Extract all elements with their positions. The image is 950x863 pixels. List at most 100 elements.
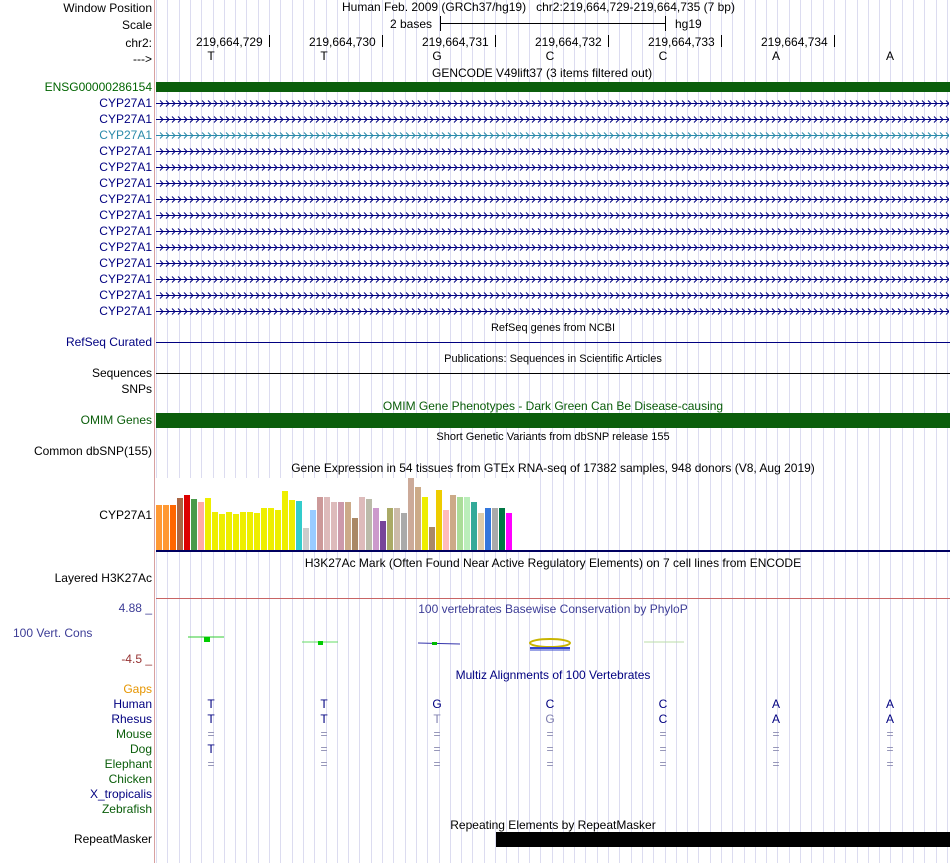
species-label[interactable]: Elephant [104,757,152,771]
transcript-strand[interactable] [156,274,949,285]
species-label[interactable]: Human [113,697,152,711]
gtex-tissue-bar[interactable] [464,497,470,550]
transcript-strand[interactable] [156,114,949,125]
gtex-tissue-bar[interactable] [338,502,344,550]
transcript-label[interactable]: CYP27A1 [99,256,152,270]
gtex-tissue-bar[interactable] [422,497,428,550]
gtex-tissue-bar[interactable] [387,508,393,550]
transcript-strand[interactable] [156,130,949,141]
transcript-label[interactable]: CYP27A1 [99,144,152,158]
transcript-strand[interactable] [156,242,949,253]
transcript-strand[interactable] [156,194,949,205]
species-label[interactable]: Zebrafish [101,802,152,816]
repeat-element-bar[interactable] [496,832,950,847]
transcript-label[interactable]: CYP27A1 [99,160,152,174]
gtex-tissue-bar[interactable] [443,510,449,550]
transcript-strand[interactable] [156,98,949,109]
gaps-label[interactable]: Gaps [123,682,152,696]
transcript-strand[interactable] [156,306,949,317]
transcript-label[interactable]: CYP27A1 [99,128,152,142]
dbsnp-label[interactable]: Common dbSNP(155) [33,444,152,458]
gtex-tissue-bar[interactable] [289,500,295,550]
gtex-tissue-bar[interactable] [170,505,176,550]
gtex-tissue-bar[interactable] [240,512,246,550]
transcript-strand[interactable] [156,290,949,301]
transcript-label[interactable]: CYP27A1 [99,304,152,318]
transcript-label[interactable]: CYP27A1 [99,272,152,286]
gtex-tissue-bar[interactable] [282,491,288,550]
transcript-strand[interactable] [156,226,949,237]
transcript-label[interactable]: CYP27A1 [99,208,152,222]
gtex-tissue-bar[interactable] [163,505,169,550]
gtex-tissue-bar[interactable] [366,499,372,550]
gtex-tissue-bar[interactable] [324,497,330,550]
gencode-gene-id[interactable]: ENSG00000286154 [44,80,152,94]
transcript-strand[interactable] [156,210,949,221]
transcript-label[interactable]: CYP27A1 [99,288,152,302]
gtex-tissue-bar[interactable] [177,498,183,550]
conservation-plot[interactable] [156,630,950,654]
transcript-strand[interactable] [156,146,949,157]
gtex-tissue-bar[interactable] [296,501,302,550]
species-label[interactable]: Chicken [108,772,152,786]
gtex-tissue-bar[interactable] [394,508,400,550]
gtex-tissue-bar[interactable] [219,514,225,550]
gtex-tissue-bar[interactable] [380,521,386,550]
gtex-tissue-bar[interactable] [191,499,197,550]
gtex-bar-chart[interactable] [156,478,536,550]
gtex-tissue-bar[interactable] [310,510,316,550]
transcript-label[interactable]: CYP27A1 [99,176,152,190]
gtex-tissue-bar[interactable] [415,487,421,550]
gtex-tissue-bar[interactable] [429,527,435,550]
gtex-tissue-bar[interactable] [478,513,484,550]
gtex-tissue-bar[interactable] [198,502,204,550]
gtex-tissue-bar[interactable] [373,508,379,550]
gtex-tissue-bar[interactable] [275,510,281,550]
gtex-tissue-bar[interactable] [499,508,505,550]
gtex-tissue-bar[interactable] [261,508,267,550]
transcript-label[interactable]: CYP27A1 [99,240,152,254]
gtex-tissue-bar[interactable] [471,502,477,550]
gtex-tissue-bar[interactable] [401,513,407,550]
species-label[interactable]: Rhesus [111,712,152,726]
gtex-tissue-bar[interactable] [226,512,232,550]
gtex-tissue-bar[interactable] [352,518,358,550]
gtex-tissue-bar[interactable] [485,508,491,550]
species-label[interactable]: Dog [129,742,152,756]
conservation-label[interactable]: 100 Vert. Cons [13,626,93,640]
gtex-tissue-bar[interactable] [268,508,274,550]
gtex-tissue-bar[interactable] [331,502,337,550]
gtex-tissue-bar[interactable] [345,502,351,550]
transcript-strand[interactable] [156,162,949,173]
repeatmasker-label[interactable]: RepeatMasker [73,832,152,846]
gtex-tissue-bar[interactable] [205,498,211,550]
gtex-tissue-bar[interactable] [450,495,456,550]
gtex-tissue-bar[interactable] [359,497,365,550]
gtex-tissue-bar[interactable] [457,497,463,550]
gtex-tissue-bar[interactable] [408,478,414,550]
gtex-tissue-bar[interactable] [303,528,309,550]
gtex-tissue-bar[interactable] [506,513,512,550]
gtex-tissue-bar[interactable] [247,512,253,550]
transcript-label[interactable]: CYP27A1 [99,112,152,126]
snps-label[interactable]: SNPs [121,382,152,396]
omim-label[interactable]: OMIM Genes [80,413,152,427]
gtex-tissue-bar[interactable] [254,513,260,550]
gtex-tissue-bar[interactable] [492,508,498,550]
gtex-tissue-bar[interactable] [436,490,442,550]
gencode-gene-bar[interactable] [156,82,950,92]
gtex-tissue-bar[interactable] [317,497,323,550]
gtex-tissue-bar[interactable] [233,514,239,550]
gtex-label[interactable]: CYP27A1 [99,508,152,522]
species-label[interactable]: X_tropicalis [89,787,152,801]
omim-gene-bar[interactable] [156,413,950,428]
strand-arrow-label[interactable]: ---> [133,52,152,66]
transcript-label[interactable]: CYP27A1 [99,224,152,238]
gtex-tissue-bar[interactable] [212,512,218,550]
transcript-strand[interactable] [156,258,949,269]
transcript-label[interactable]: CYP27A1 [99,192,152,206]
gtex-tissue-bar[interactable] [156,505,162,550]
species-label[interactable]: Mouse [115,727,152,741]
gtex-tissue-bar[interactable] [184,495,190,550]
transcript-label[interactable]: CYP27A1 [99,96,152,110]
